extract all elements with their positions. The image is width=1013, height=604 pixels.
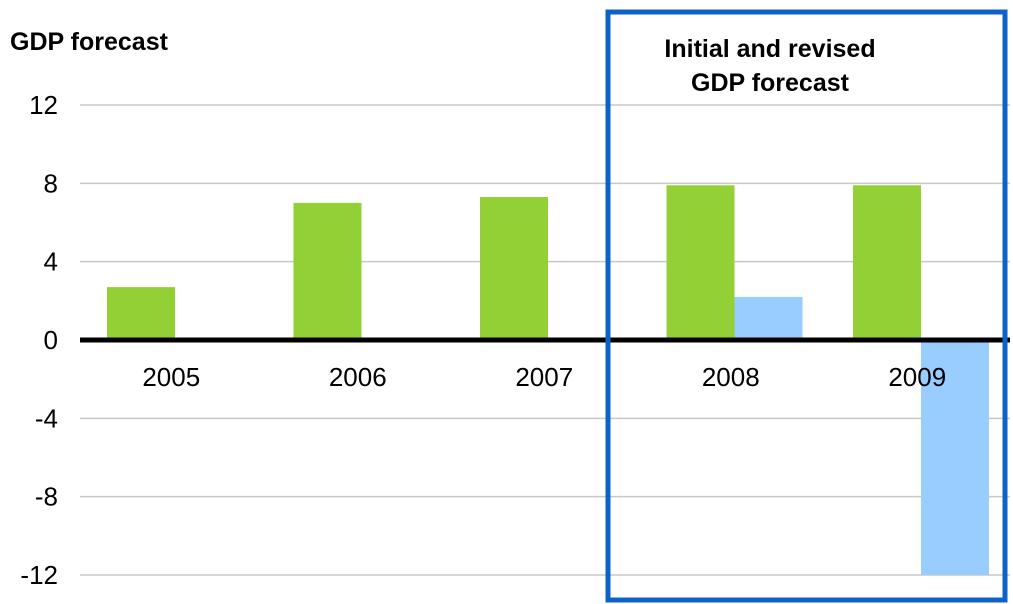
bar-2006-series-1 (293, 202, 362, 340)
bar-2008-series-2 (734, 296, 803, 340)
y-tick-label: 4 (44, 247, 58, 277)
y-tick-label: 8 (44, 168, 58, 198)
highlight-panel-title: Initial and revised GDP forecast (620, 32, 920, 100)
bars (107, 185, 989, 575)
x-tick-label: 2009 (888, 362, 946, 392)
y-tick-label: -8 (35, 482, 58, 512)
bar-2008-series-1 (666, 185, 735, 340)
y-tick-label: -12 (20, 560, 58, 590)
x-tick-label: 2007 (515, 362, 573, 392)
bar-2005-series-1 (107, 287, 175, 340)
y-tick-label: 0 (44, 325, 58, 355)
x-tick-label: 2008 (702, 362, 760, 392)
y-tick-labels: 12 8 4 0 -4 -8 -12 (20, 90, 58, 590)
highlight-box (605, 9, 1008, 603)
bar-2009-series-2 (921, 340, 989, 575)
highlight-box-layer (605, 9, 1008, 603)
highlight-title-line1: Initial and revised (664, 35, 876, 63)
gridlines (80, 104, 1010, 576)
bar-2007-series-1 (480, 197, 548, 340)
y-tick-label: -4 (35, 403, 58, 433)
x-tick-label: 2005 (142, 362, 200, 392)
y-tick-label: 12 (29, 90, 58, 120)
bar-2009-series-1 (853, 185, 921, 340)
y-axis-title: GDP forecast (10, 28, 168, 56)
highlight-title-line2: GDP forecast (691, 69, 849, 97)
x-tick-labels: 2005 2006 2007 2008 2009 (142, 362, 946, 392)
x-tick-label: 2006 (329, 362, 387, 392)
